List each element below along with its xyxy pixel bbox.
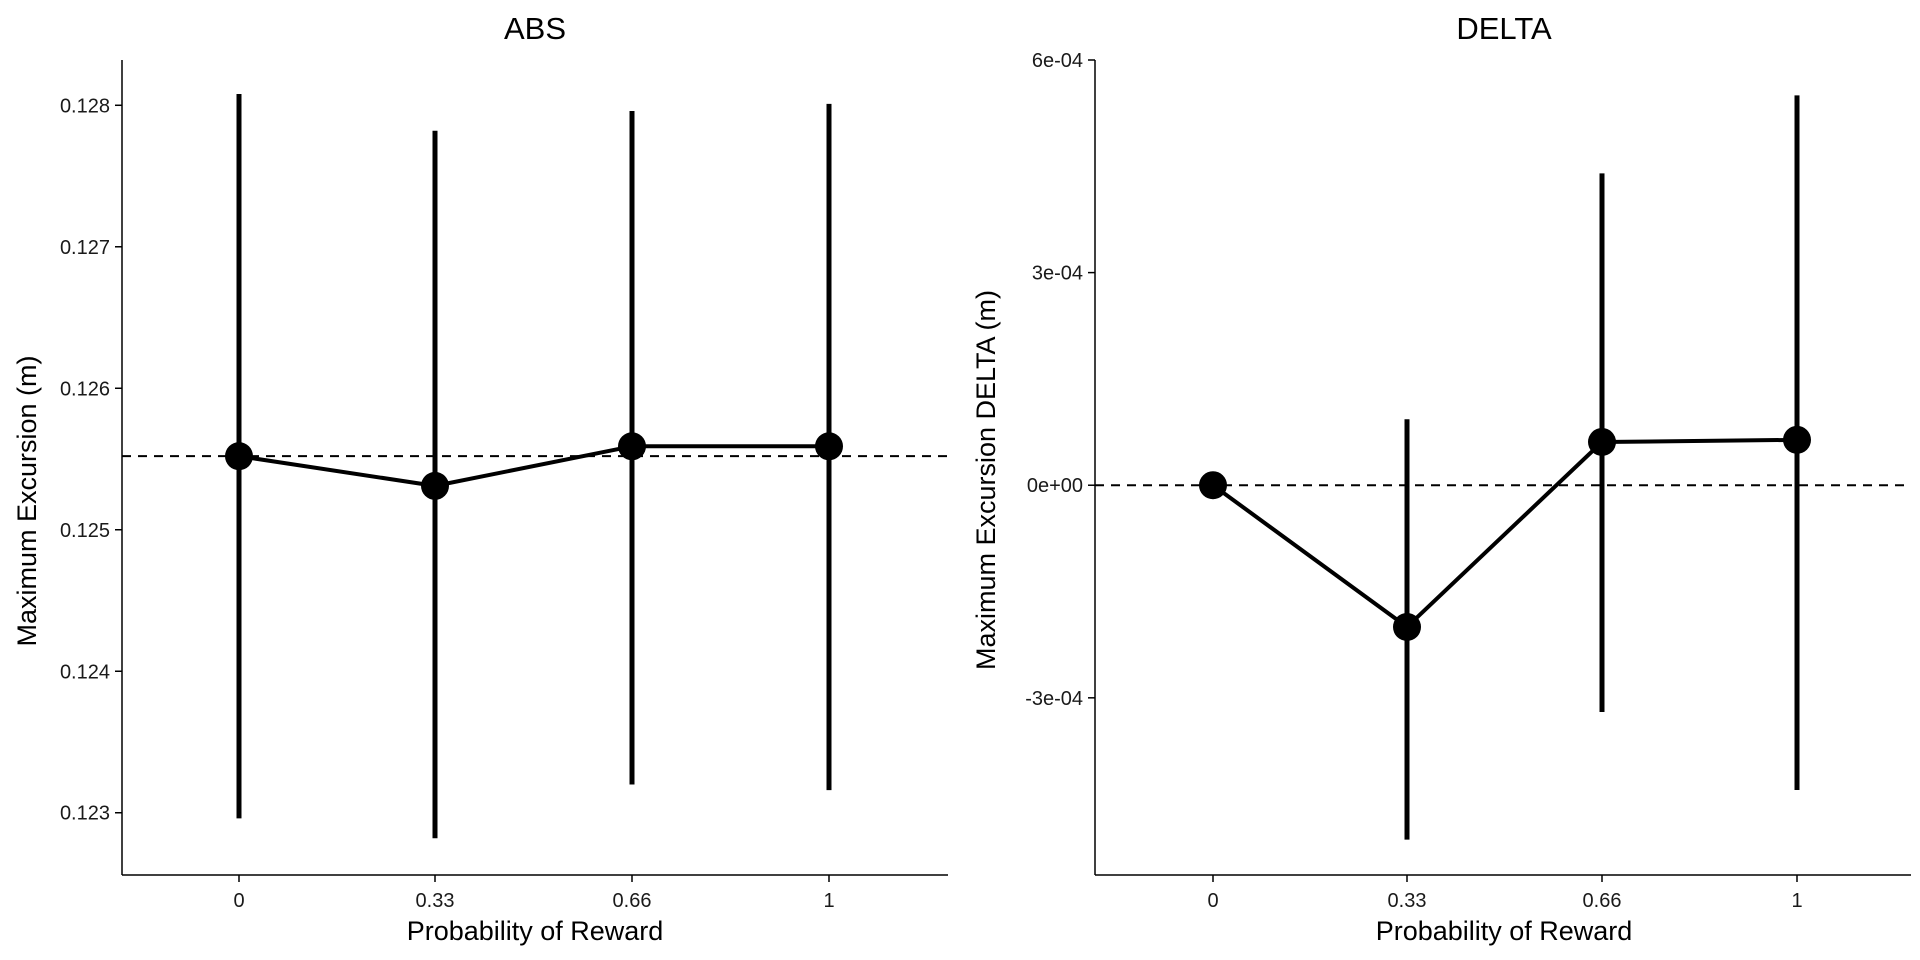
data-point [618, 432, 646, 461]
y-tick-label: 6e-04 [1032, 50, 1083, 72]
y-tick-label: 0.126 [60, 378, 110, 400]
x-tick-label: 1 [1791, 890, 1802, 912]
x-tick-label: 1 [823, 890, 834, 912]
axes: 0.123 0.124 0.125 0.126 0.127 0.128 0 0.33 0.66 1 [60, 60, 948, 912]
y-tick-label: 0.128 [60, 95, 110, 117]
y-tick-label: 0.123 [60, 803, 110, 825]
y-tick-label: -3e-04 [1025, 688, 1083, 710]
axes: -3e-04 0e+00 3e-04 6e-04 0 0.33 0.66 1 [1025, 50, 1911, 912]
y-axis-label: Maximum Excursion (m) [12, 355, 42, 646]
x-axis-label: Probability of Reward [1376, 916, 1633, 946]
plot-area [122, 93, 948, 839]
y-tick-label: 0e+00 [1027, 475, 1083, 497]
data-point [1588, 427, 1616, 456]
plot-area [1095, 95, 1911, 840]
x-tick-label: 0.33 [1388, 890, 1427, 912]
x-tick-label: 0.66 [613, 890, 652, 912]
data-point [421, 471, 449, 500]
data-point [1393, 612, 1421, 641]
chart-title: ABS [504, 11, 566, 46]
y-tick-label: 0.127 [60, 237, 110, 259]
data-point [225, 442, 253, 471]
x-tick-label: 0.66 [1583, 890, 1622, 912]
series-line [1211, 437, 1798, 629]
x-tick-label: 0 [1207, 890, 1218, 912]
y-axis-label: Maximum Excursion DELTA (m) [971, 290, 1001, 670]
series-line [238, 444, 829, 488]
data-point [1783, 425, 1811, 454]
x-tick-label: 0 [233, 890, 244, 912]
x-axis-label: Probability of Reward [407, 916, 664, 946]
y-tick-label: 0.125 [60, 520, 110, 542]
panel-delta: DELTA -3e-04 0e+00 3e-04 6e-04 0 0.33 0.66 1 Pr… [971, 11, 1911, 946]
y-tick-label: 0.124 [60, 661, 110, 683]
data-point [1199, 471, 1227, 500]
y-tick-label: 3e-04 [1032, 263, 1083, 285]
chart-title: DELTA [1456, 11, 1552, 46]
data-point [815, 432, 843, 461]
x-tick-label: 0.33 [416, 890, 455, 912]
